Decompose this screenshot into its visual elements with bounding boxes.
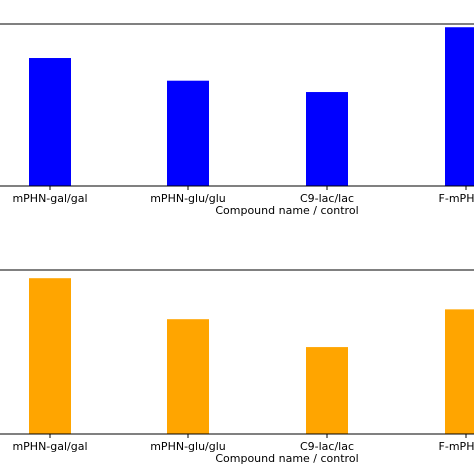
chart-2-x-tick-label-1: mPHN-gal/gal: [12, 440, 87, 453]
chart-2-x-tick-label-4: F-mPHN-e: [439, 440, 474, 453]
chart-2-x-tick-label-3: C9-lac/lac: [300, 440, 354, 453]
chart-1-x-tick-label-4: F-mPHN-e: [439, 192, 474, 205]
chart-2-bar-4: [445, 309, 474, 434]
chart-1-x-tick-label-2: mPHN-glu/glu: [150, 192, 226, 205]
chart-2-bar-2: [167, 319, 209, 434]
chart-1-x-axis-label: Compound name / control: [215, 204, 358, 217]
chart-1-x-tick-label-1: mPHN-gal/gal: [12, 192, 87, 205]
chart-1-bar-3: [306, 92, 348, 186]
chart-2-x-axis-label: Compound name / control: [215, 452, 358, 465]
chart-2-bar-3: [306, 347, 348, 434]
chart-1-bar-4: [445, 27, 474, 186]
chart-2-x-tick-label-2: mPHN-glu/glu: [150, 440, 226, 453]
chart-1-bar-2: [167, 80, 209, 186]
chart-1-x-tick-label-3: C9-lac/lac: [300, 192, 354, 205]
chart-2-bar-1: [29, 278, 71, 434]
chart-1-bar-1: [29, 58, 71, 186]
